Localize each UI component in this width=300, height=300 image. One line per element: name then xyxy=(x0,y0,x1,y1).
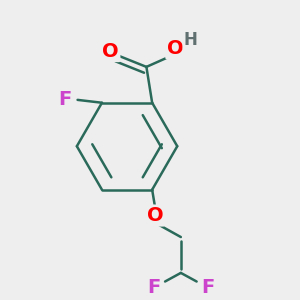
Text: F: F xyxy=(147,278,160,297)
Text: O: O xyxy=(102,42,119,61)
Text: F: F xyxy=(58,90,71,110)
Text: H: H xyxy=(184,31,198,49)
Text: O: O xyxy=(147,206,163,225)
Text: O: O xyxy=(167,39,183,58)
Text: F: F xyxy=(202,278,215,297)
